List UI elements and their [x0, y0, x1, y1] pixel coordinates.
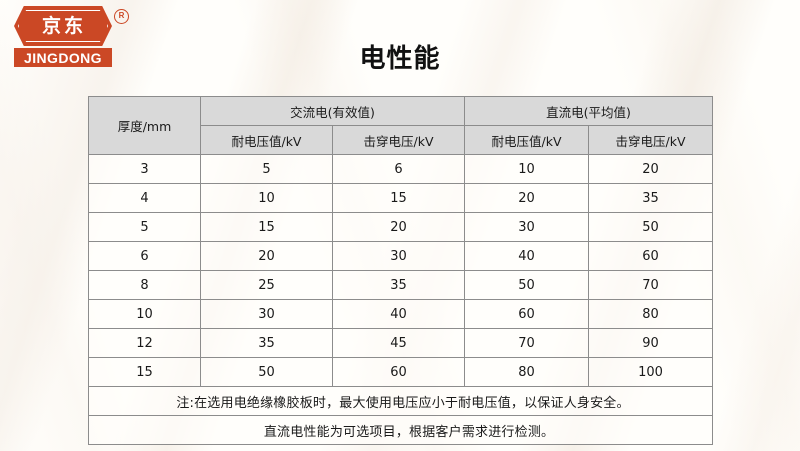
cell-ac-withstand: 15 — [200, 212, 333, 242]
cell-ac-withstand: 5 — [200, 154, 333, 184]
table-row: 15 50 60 80 100 — [88, 357, 714, 387]
cell-dc-breakdown: 70 — [588, 270, 714, 300]
cell-dc-breakdown: 35 — [588, 183, 714, 213]
table-header-row-sub: 耐电压值/kV 击穿电压/kV 耐电压值/kV 击穿电压/kV — [89, 125, 714, 155]
table-note-2: 直流电性能为可选项目，根据客户需求进行检测。 — [87, 415, 714, 445]
logo-banner: JINGDONG — [14, 48, 112, 67]
table-row: 12 35 45 70 90 — [88, 328, 714, 358]
cell-dc-withstand: 40 — [464, 241, 590, 271]
table-header-row-groups: 厚度/mm 交流电(有效值) 直流电(平均值) — [88, 96, 714, 155]
table-row: 5 15 20 30 50 — [88, 212, 714, 242]
cell-ac-breakdown: 30 — [331, 241, 466, 271]
table-row: 8 25 35 50 70 — [88, 270, 714, 300]
header-dc-withstand: 耐电压值/kV — [464, 125, 590, 155]
table-note-row: 直流电性能为可选项目，根据客户需求进行检测。 — [87, 415, 714, 445]
cell-ac-breakdown: 15 — [331, 183, 466, 213]
cell-dc-withstand: 50 — [464, 270, 590, 300]
cell-thickness: 10 — [88, 299, 201, 329]
cell-thickness: 4 — [88, 183, 201, 213]
table-row: 6 20 30 40 60 — [88, 241, 714, 271]
logo-hexagon-badge: 京东 — [14, 6, 112, 46]
table-header: 厚度/mm 交流电(有效值) 直流电(平均值) 耐电压值/kV 击穿电压/kV … — [88, 96, 714, 155]
cell-ac-withstand: 20 — [200, 241, 333, 271]
electrical-performance-table: 厚度/mm 交流电(有效值) 直流电(平均值) 耐电压值/kV 击穿电压/kV … — [87, 96, 714, 445]
table-note-1: 注:在选用电绝缘橡胶板时，最大使用电压应小于耐电压值，以保证人身安全。 — [87, 386, 714, 416]
header-thickness: 厚度/mm — [88, 96, 201, 155]
table-body: 3 5 6 10 20 4 10 15 20 35 5 15 20 30 50 6 20 30 40 60 8 25 35 5… — [87, 154, 714, 445]
table-row: 10 30 40 60 80 — [88, 299, 714, 329]
logo-chinese-name: 京东 — [41, 14, 86, 37]
cell-ac-withstand: 30 — [200, 299, 333, 329]
cell-thickness: 8 — [88, 270, 201, 300]
header-group-dc: 直流电(平均值) — [464, 96, 714, 126]
cell-thickness: 3 — [88, 154, 201, 184]
cell-dc-breakdown: 20 — [588, 154, 714, 184]
cell-dc-withstand: 70 — [464, 328, 590, 358]
cell-thickness: 12 — [88, 328, 201, 358]
cell-ac-breakdown: 40 — [331, 299, 466, 329]
cell-dc-withstand: 60 — [464, 299, 590, 329]
table-note-row: 注:在选用电绝缘橡胶板时，最大使用电压应小于耐电压值，以保证人身安全。 — [87, 386, 714, 416]
cell-dc-withstand: 80 — [464, 357, 590, 387]
logo-english-name: JINGDONG — [24, 49, 102, 66]
cell-dc-breakdown: 60 — [588, 241, 714, 271]
page-title: 电性能 — [359, 44, 441, 74]
cell-ac-withstand: 10 — [200, 183, 333, 213]
cell-ac-breakdown: 45 — [331, 328, 466, 358]
table-row: 4 10 15 20 35 — [88, 183, 714, 213]
cell-dc-withstand: 30 — [464, 212, 590, 242]
cell-dc-withstand: 10 — [464, 154, 590, 184]
header-group-ac: 交流电(有效值) — [199, 96, 466, 126]
cell-ac-withstand: 25 — [200, 270, 333, 300]
cell-ac-breakdown: 35 — [331, 270, 466, 300]
cell-ac-breakdown: 60 — [331, 357, 466, 387]
header-ac-breakdown: 击穿电压/kV — [331, 125, 466, 155]
cell-ac-withstand: 50 — [200, 357, 333, 387]
cell-dc-breakdown: 90 — [588, 328, 714, 358]
cell-dc-breakdown: 80 — [588, 299, 714, 329]
cell-dc-breakdown: 50 — [588, 212, 714, 242]
logo-hexagon-inner: 京东 — [18, 10, 108, 42]
cell-dc-withstand: 20 — [464, 183, 590, 213]
table-row: 3 5 6 10 20 — [88, 154, 714, 184]
cell-dc-breakdown: 100 — [588, 357, 714, 387]
header-ac-withstand: 耐电压值/kV — [200, 125, 333, 155]
cell-thickness: 6 — [88, 241, 201, 271]
cell-thickness: 5 — [88, 212, 201, 242]
header-dc-breakdown: 击穿电压/kV — [588, 125, 714, 155]
cell-ac-withstand: 35 — [200, 328, 333, 358]
jingdong-logo: 京东 JINGDONG R — [14, 6, 129, 70]
cell-thickness: 15 — [88, 357, 201, 387]
cell-ac-breakdown: 6 — [331, 154, 466, 184]
cell-ac-breakdown: 20 — [331, 212, 466, 242]
registered-trademark-icon: R — [114, 9, 129, 24]
